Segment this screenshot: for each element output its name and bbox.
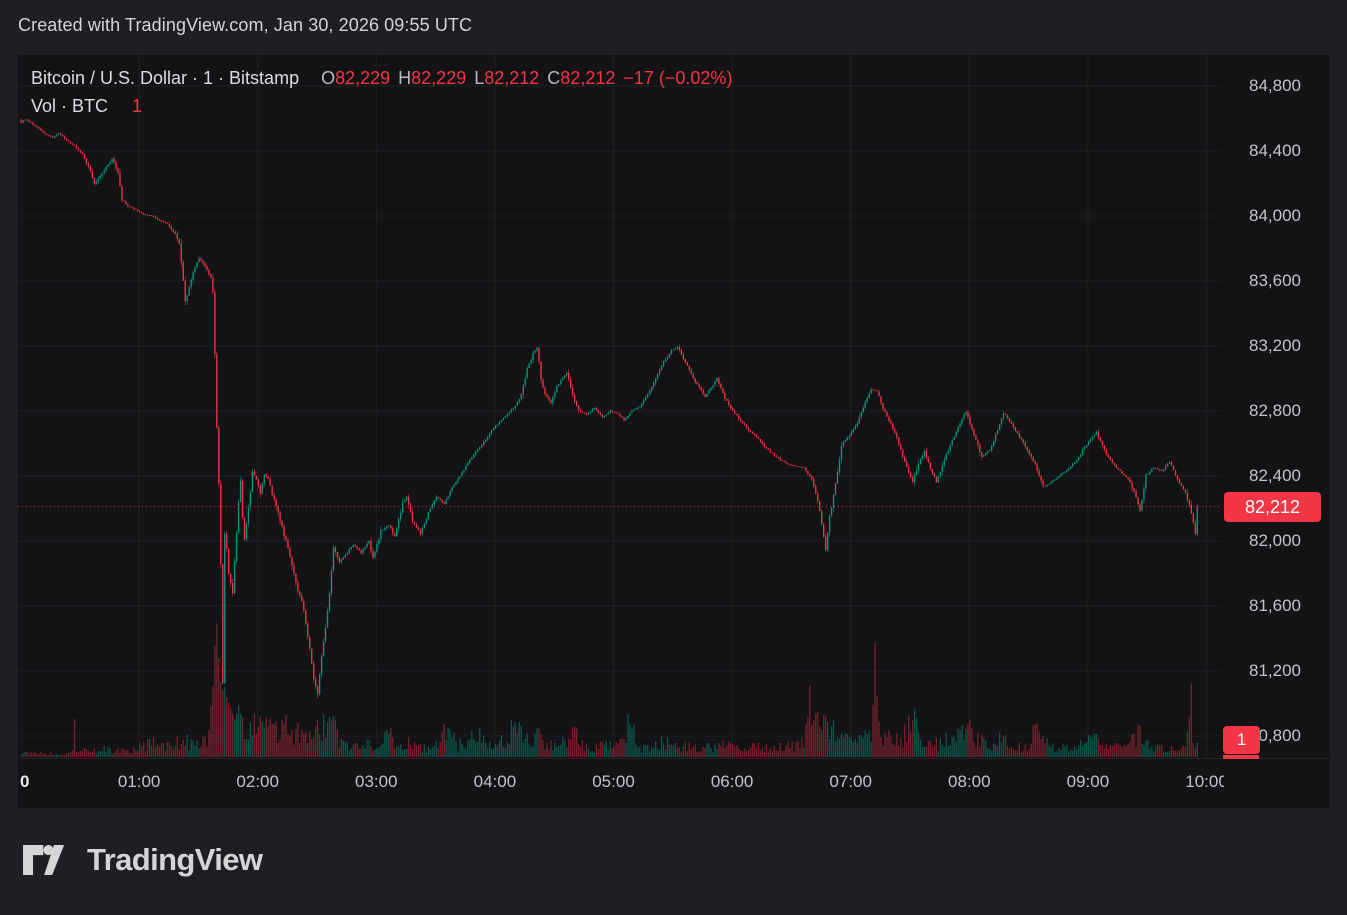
time-axis-label: 09:00 — [1066, 772, 1110, 791]
volume-bars-down — [20, 623, 1196, 757]
change-value: −17 (−0.02%) — [623, 68, 733, 88]
time-axis-label: 02:00 — [236, 772, 279, 791]
tradingview-logo: TradingView — [23, 842, 263, 878]
candle-bodies-up — [22, 119, 1198, 694]
last-price-badge: 82,212 — [1224, 491, 1321, 522]
price-axis-label: 83,200 — [1249, 336, 1301, 355]
ohlc-value: 82,212 — [484, 68, 540, 88]
legend-volume-row: Vol · BTC 1 — [31, 92, 732, 120]
time-axis-label: 07:00 — [829, 772, 872, 791]
volume-label: Vol · BTC — [31, 96, 109, 116]
ohlc-value: 82,229 — [335, 68, 391, 88]
price-axis-label: 80,800 — [1249, 726, 1301, 745]
time-marker-strip — [1223, 755, 1259, 759]
ohlc-letter: O — [321, 68, 336, 88]
time-axis-separator — [18, 758, 1330, 759]
symbol-title: Bitcoin / U.S. Dollar · 1 · Bitstamp — [31, 68, 300, 88]
price-axis-label: 81,200 — [1249, 661, 1301, 680]
volume-bars-up — [22, 686, 1198, 757]
volume-value: 1 — [132, 96, 143, 116]
time-axis[interactable]: 0 01:00 02:00 03:00 04:00 05:00 06:00 07:00 08:0… — [18, 759, 1224, 808]
candle-bodies-down — [20, 119, 1196, 694]
ohlc-letter: C — [547, 68, 561, 88]
time-axis-label: 05:00 — [592, 772, 635, 791]
ohlc-value: 82,212 — [560, 68, 616, 88]
ohlc-values: O82,229 H82,229 L82,212 C82,212 — [313, 68, 615, 88]
price-axis-label: 83,600 — [1249, 271, 1301, 290]
time-axis-label: 04:00 — [473, 772, 517, 791]
time-axis-label: 10:00 — [1185, 772, 1224, 791]
tradingview-wordmark: TradingView — [87, 842, 263, 877]
volume-badge: 1 — [1223, 726, 1260, 754]
attribution-text: Created with TradingView.com, Jan 30, 20… — [18, 15, 473, 35]
candle-wicks-down — [20, 118, 1196, 699]
ohlc-letter: L — [474, 68, 485, 88]
price-axis-label: 84,400 — [1249, 141, 1301, 160]
time-axis-label: 0 — [20, 772, 30, 791]
ohlc-value: 82,229 — [411, 68, 467, 88]
price-axis-label: 82,000 — [1249, 531, 1301, 550]
price-axis-label: 82,800 — [1249, 401, 1301, 420]
price-chart-plot[interactable] — [18, 55, 1222, 758]
legend-symbol-row: Bitcoin / U.S. Dollar · 1 · Bitstamp O82,… — [31, 64, 732, 92]
chart-canvas: Bitcoin / U.S. Dollar · 1 · Bitstamp O82,… — [18, 55, 1330, 808]
chart-legend: Bitcoin / U.S. Dollar · 1 · Bitstamp O82,… — [31, 64, 732, 120]
candle-wicks-up — [22, 119, 1198, 696]
tradingview-logo-icon — [23, 845, 65, 875]
time-axis-label: 06:00 — [710, 772, 754, 791]
ohlc-letter: H — [398, 68, 412, 88]
time-axis-label: 03:00 — [355, 772, 398, 791]
grid-lines — [18, 55, 1222, 758]
price-axis-label: 82,400 — [1249, 466, 1301, 485]
price-axis-label: 84,000 — [1249, 206, 1301, 225]
time-axis-label: 01:00 — [117, 772, 161, 791]
last-price-badge-text: 82,212 — [1244, 496, 1301, 517]
price-axis[interactable]: 84,800 84,400 84,000 83,600 83,200 82,800 82,4… — [1230, 55, 1330, 758]
time-axis-label: 08:00 — [948, 772, 991, 791]
price-axis-label: 84,800 — [1249, 76, 1301, 95]
price-axis-label: 81,600 — [1249, 596, 1301, 615]
